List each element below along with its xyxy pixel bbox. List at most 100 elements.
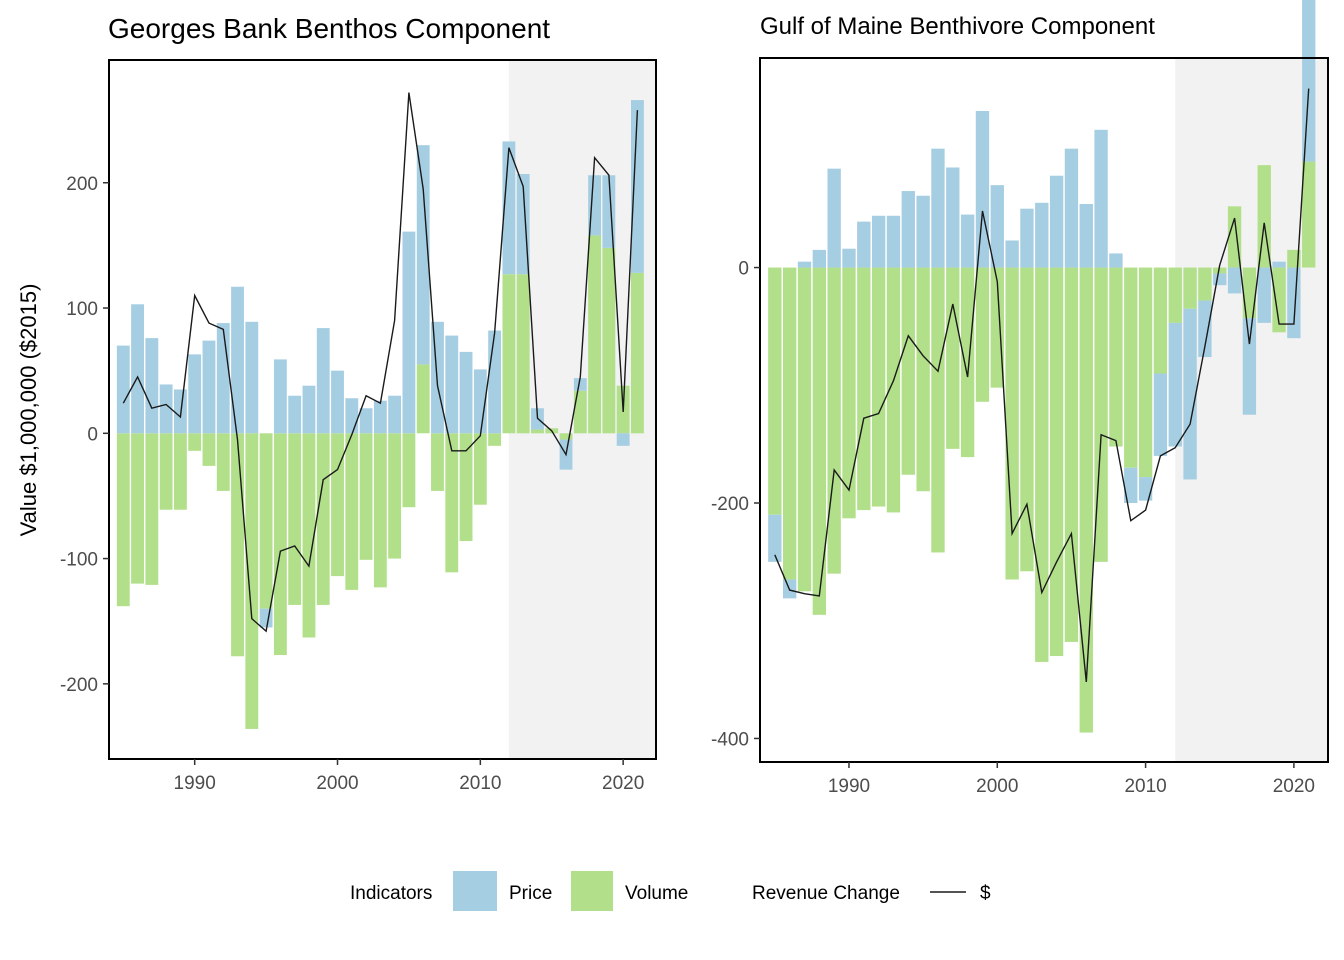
bar-price-2004 xyxy=(388,395,402,434)
bar-price-2015 xyxy=(1213,273,1227,286)
bar-volume-2012 xyxy=(502,274,516,434)
bar-volume-1997 xyxy=(288,433,302,605)
revenue-line xyxy=(122,92,639,633)
panel-title: Gulf of Maine Benthivore Component xyxy=(760,13,1155,40)
bar-price-2011 xyxy=(1153,373,1168,456)
bar-volume-2016 xyxy=(559,433,573,440)
bar-price-2003 xyxy=(1035,202,1049,268)
bar-volume-1988 xyxy=(812,267,826,615)
bar-volume-2011 xyxy=(1153,267,1168,374)
legend-title-revenue: Revenue Change xyxy=(752,883,900,904)
bar-volume-2015 xyxy=(1213,267,1227,274)
legend-key-price xyxy=(453,871,497,911)
bar-price-2004 xyxy=(1049,175,1064,268)
bar-volume-1995 xyxy=(916,267,930,492)
bar-price-2009 xyxy=(1124,467,1138,504)
bar-price-1986 xyxy=(131,304,144,434)
bar-volume-2000 xyxy=(990,267,1004,388)
bar-volume-1998 xyxy=(302,433,316,638)
y-axis: -400 -200 0 xyxy=(711,259,760,750)
bar-price-2017 xyxy=(1242,318,1257,415)
bar-price-2013 xyxy=(1183,308,1197,480)
bar-volume-1987 xyxy=(145,433,159,585)
bar-volume-1999 xyxy=(316,433,330,605)
bar-volume-1991 xyxy=(857,267,871,511)
bar-volume-1998 xyxy=(960,267,975,458)
bar-volume-1994 xyxy=(245,433,259,729)
bar-volume-2002 xyxy=(1020,267,1034,572)
bar-volume-2006 xyxy=(1079,267,1093,733)
bar-volume-1993 xyxy=(886,267,901,513)
legend-title-indicators: Indicators xyxy=(350,883,432,904)
legend: Indicators Price Volume Revenue Change $ xyxy=(350,871,991,911)
bar-price-1991 xyxy=(857,221,871,268)
y-tick-label-200: 200 xyxy=(66,174,98,195)
bar-volume-1990 xyxy=(188,433,202,451)
bar-price-2010 xyxy=(1138,477,1153,501)
bar-price-1989 xyxy=(827,168,841,268)
bar-volume-1985 xyxy=(768,267,782,515)
bar-price-2021 xyxy=(631,100,644,273)
bar-price-2016 xyxy=(1227,267,1242,294)
bar-price-1990 xyxy=(188,354,202,434)
bar-price-2001 xyxy=(1005,240,1019,268)
bar-price-2011 xyxy=(488,330,502,434)
y-tick-label--200: -200 xyxy=(60,675,98,696)
bar-price-1993 xyxy=(231,286,244,434)
legend-label-volume: Volume xyxy=(625,883,688,904)
bar-volume-2017 xyxy=(1242,267,1257,319)
x-tick-label-2010: 2010 xyxy=(1124,776,1166,797)
x-axis: 1990 2000 2010 2020 xyxy=(828,762,1315,797)
bar-price-2008 xyxy=(1109,253,1123,268)
x-axis: 1990 2000 2010 2020 xyxy=(174,759,644,794)
x-tick-label-1990: 1990 xyxy=(174,773,216,794)
bar-volume-2013 xyxy=(1183,267,1197,309)
bar-volume-1991 xyxy=(202,433,216,466)
y-tick-label--200: -200 xyxy=(711,494,749,515)
bar-price-1997 xyxy=(288,395,302,434)
bar-volume-2003 xyxy=(1035,267,1049,662)
bar-price-1990 xyxy=(842,248,856,268)
bar-price-1988 xyxy=(159,384,173,434)
bar-volume-1994 xyxy=(901,267,915,475)
bar-price-1996 xyxy=(273,359,287,434)
revenue-change-line xyxy=(122,92,639,633)
bar-price-1999 xyxy=(316,328,330,434)
bar-volume-2014 xyxy=(531,429,544,434)
bar-volume-1996 xyxy=(931,267,945,553)
bar-price-1998 xyxy=(302,385,316,434)
bar-price-2020 xyxy=(1287,267,1301,339)
bar-price-1991 xyxy=(202,340,216,434)
bar-volume-2001 xyxy=(345,433,359,590)
bar-volume-1986 xyxy=(782,267,797,580)
bar-volume-1987 xyxy=(797,267,812,592)
bar-volume-2021 xyxy=(1302,161,1316,268)
bar-volume-2019 xyxy=(602,247,616,434)
bar-volume-2008 xyxy=(445,433,459,573)
bar-price-2002 xyxy=(1020,208,1034,268)
bar-price-1992 xyxy=(216,323,230,434)
bar-volume-2019 xyxy=(1272,267,1286,333)
bar-volume-2003 xyxy=(373,433,387,588)
bar-price-2008 xyxy=(445,335,459,434)
bar-volume-2004 xyxy=(388,433,402,559)
legend-label-dollar: $ xyxy=(980,883,991,904)
bar-volume-2008 xyxy=(1109,267,1123,447)
bar-price-1985 xyxy=(768,514,782,562)
bar-volume-2004 xyxy=(1049,267,1064,657)
bar-price-2018 xyxy=(588,175,602,236)
bar-volume-2014 xyxy=(1198,267,1212,301)
x-tick-label-2020: 2020 xyxy=(1273,776,1315,797)
bar-price-1985 xyxy=(116,345,130,434)
y-tick-label-0: 0 xyxy=(87,424,98,445)
x-tick-label-2010: 2010 xyxy=(459,773,501,794)
bar-price-1988 xyxy=(812,249,826,268)
bar-price-2018 xyxy=(1257,267,1271,323)
bar-price-2005 xyxy=(1064,148,1079,268)
panel-border xyxy=(108,59,657,760)
panel-georges-bank: Georges Bank Benthos Component 1990 2000 2… xyxy=(60,13,657,794)
bar-volume-1997 xyxy=(946,267,960,449)
y-axis: -200 -100 0 100 200 xyxy=(60,174,109,696)
bar-price-2007 xyxy=(1094,129,1108,268)
bar-price-1999 xyxy=(975,110,990,268)
